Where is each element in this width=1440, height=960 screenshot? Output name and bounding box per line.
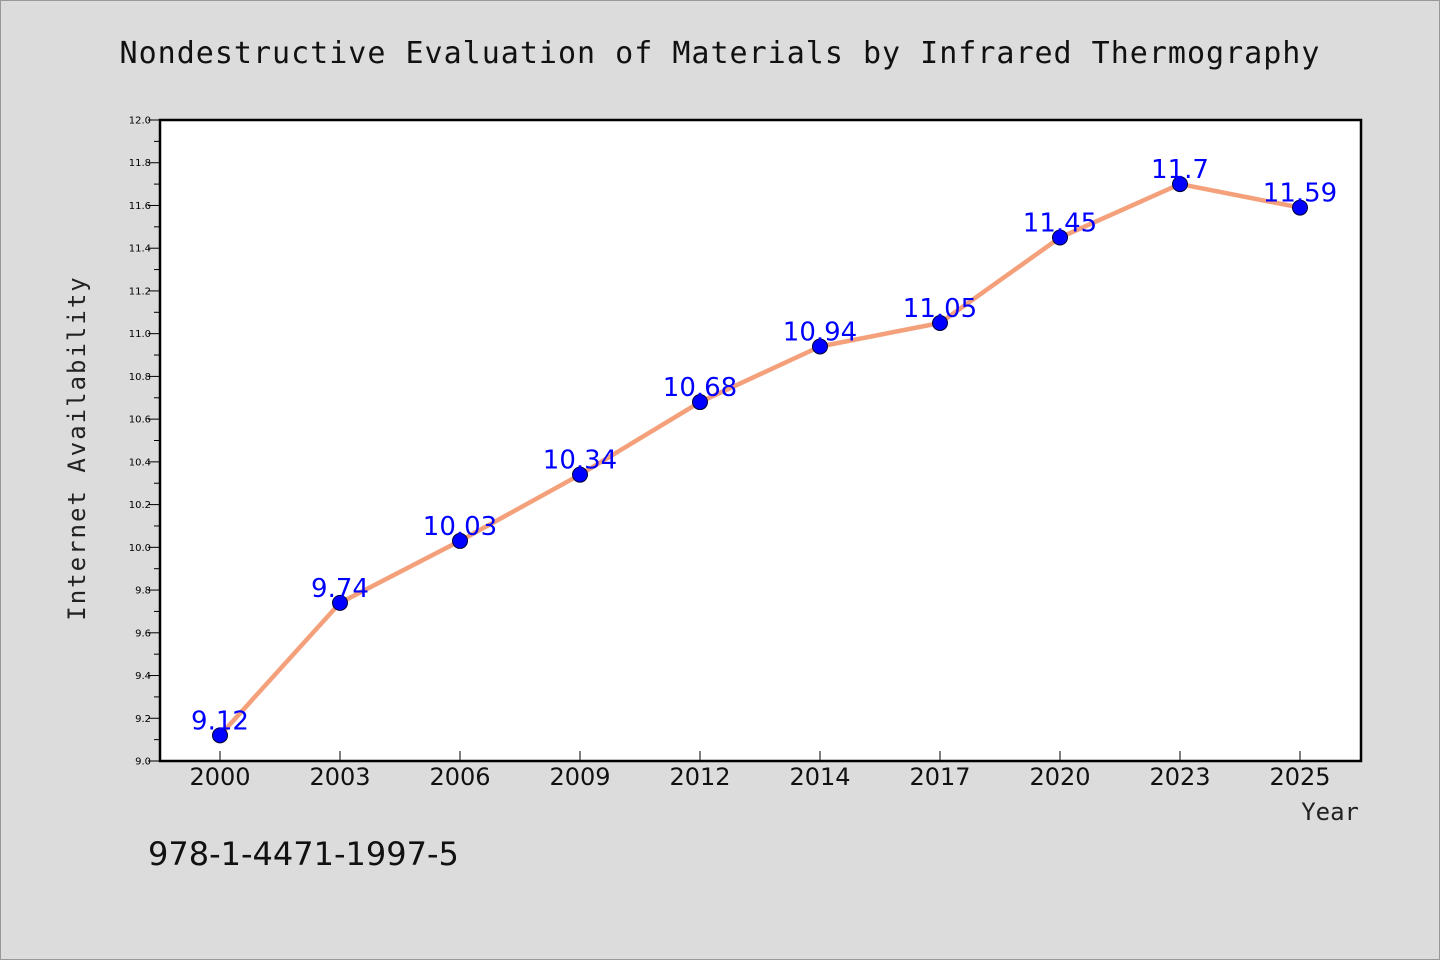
series-line bbox=[217, 181, 1303, 738]
y-tick-label: 9.8 bbox=[135, 586, 151, 597]
y-tick-label: 12.0 bbox=[129, 116, 151, 127]
x-tick-label: 2003 bbox=[309, 763, 370, 791]
y-tick-label: 10.4 bbox=[129, 457, 151, 468]
data-label: 11.45 bbox=[1023, 209, 1097, 239]
data-point bbox=[572, 466, 588, 483]
data-labels: 9.12 9.74 10.03 10.34 10.68 10.94 11.05 11.45 11… bbox=[191, 155, 1337, 736]
data-point bbox=[812, 338, 828, 355]
plot-border bbox=[158, 118, 1363, 763]
data-point bbox=[332, 594, 348, 611]
y-tick-label: 10.6 bbox=[129, 415, 151, 426]
x-tick-label: 2006 bbox=[429, 763, 490, 791]
x-tick-label: 2014 bbox=[789, 763, 850, 791]
data-label: 11.05 bbox=[903, 294, 977, 324]
data-point bbox=[212, 727, 228, 744]
data-label: 10.34 bbox=[543, 446, 617, 476]
y-tick-label: 10.8 bbox=[129, 372, 151, 383]
data-label: 11.7 bbox=[1151, 155, 1209, 185]
footer-isbn: 978-1-4471-1997-5 bbox=[148, 835, 459, 873]
data-point bbox=[452, 532, 468, 549]
y-tick-label: 11.8 bbox=[129, 158, 151, 169]
y-tick-label: 10.2 bbox=[129, 500, 151, 511]
y-tick-label: 11.0 bbox=[129, 329, 151, 340]
y-tick-label: 11.4 bbox=[129, 244, 151, 255]
x-tick-label: 2017 bbox=[909, 763, 970, 791]
chart-title: Nondestructive Evaluation of Materials b… bbox=[120, 36, 1321, 71]
y-axis-ticks: 9.0 9.2 9.4 9.6 9.8 10.0 10.2 10.4 10.6 10.8 11.0 1… bbox=[129, 116, 160, 768]
x-tick-label: 2009 bbox=[549, 763, 610, 791]
y-tick-label: 11.6 bbox=[129, 201, 151, 212]
data-point bbox=[1052, 229, 1068, 246]
data-point bbox=[692, 394, 708, 411]
data-point bbox=[1172, 176, 1188, 193]
y-axis-label: Internet Availability bbox=[63, 275, 91, 620]
y-tick-label: 9.4 bbox=[135, 671, 151, 682]
x-axis-ticks: 2000 2003 2006 2009 2012 2014 2017 2020 2023 2025 bbox=[189, 751, 1331, 791]
x-tick-label: 2000 bbox=[189, 763, 250, 791]
x-axis-label: Year bbox=[1301, 798, 1359, 826]
data-label: 10.03 bbox=[423, 512, 497, 542]
series-layer bbox=[212, 176, 1308, 744]
y-tick-label: 9.2 bbox=[135, 714, 151, 725]
x-tick-label: 2020 bbox=[1029, 763, 1090, 791]
data-label: 10.94 bbox=[783, 317, 857, 347]
x-tick-label: 2023 bbox=[1149, 763, 1210, 791]
data-label: 10.68 bbox=[663, 373, 737, 403]
x-tick-label: 2025 bbox=[1269, 763, 1330, 791]
data-label: 9.74 bbox=[311, 574, 369, 604]
plot-area bbox=[160, 120, 1361, 761]
data-label: 11.59 bbox=[1263, 179, 1337, 209]
y-tick-label: 10.0 bbox=[129, 543, 151, 554]
data-point bbox=[932, 314, 948, 331]
data-label: 9.12 bbox=[191, 706, 249, 736]
y-tick-label: 9.6 bbox=[135, 628, 151, 639]
y-tick-label: 11.2 bbox=[129, 286, 151, 297]
y-tick-label: 9.0 bbox=[135, 757, 151, 768]
x-tick-label: 2012 bbox=[669, 763, 730, 791]
data-point bbox=[1292, 199, 1308, 216]
